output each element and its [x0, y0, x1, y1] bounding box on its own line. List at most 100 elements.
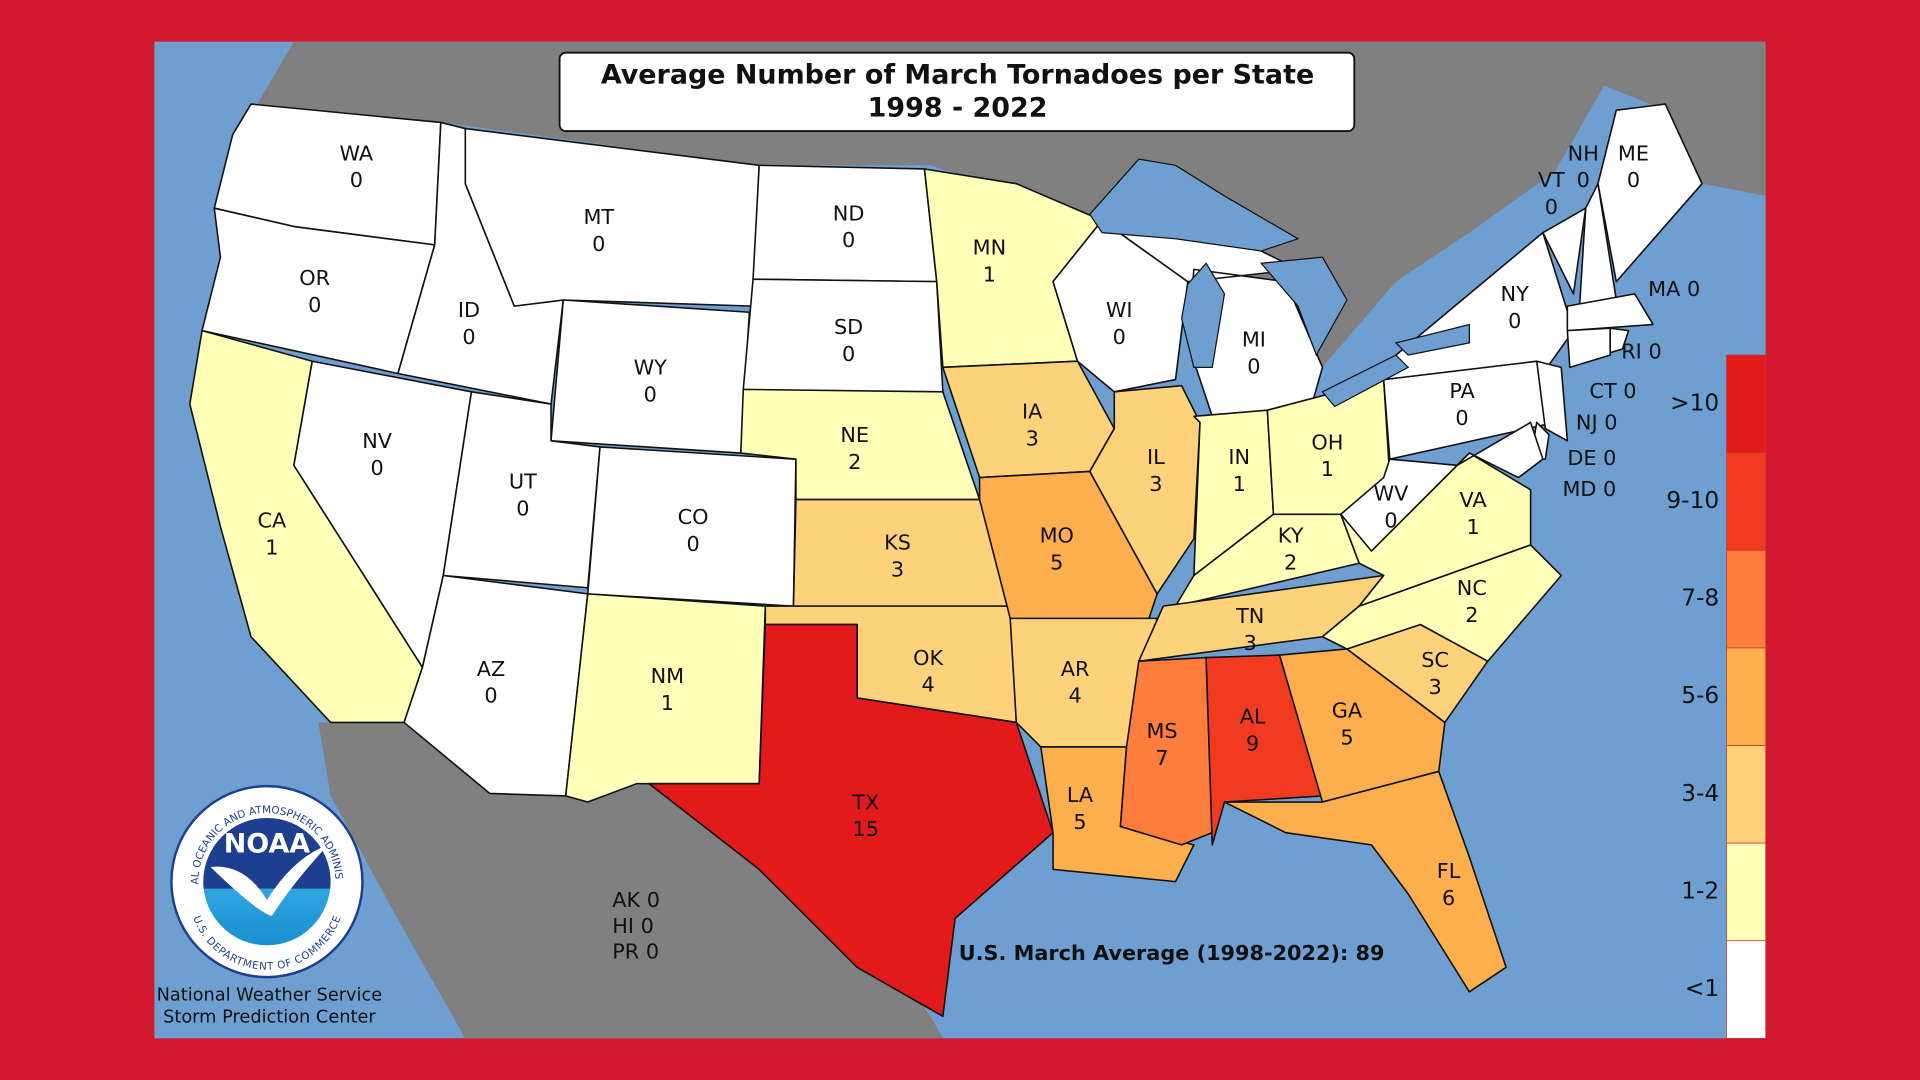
state-value: 0 — [484, 684, 497, 708]
state-value: 0 — [308, 293, 321, 317]
state-abbr: DE — [1567, 446, 1596, 470]
state-value: 1 — [661, 691, 674, 715]
state-label: RI 0 — [1621, 340, 1661, 364]
state-abbr: AR — [1061, 657, 1090, 681]
state-abbr: FL — [1437, 859, 1461, 883]
state-value: 9 — [1246, 731, 1259, 755]
state-abbr: UT — [509, 469, 537, 493]
credit-line: National Weather Service — [157, 986, 383, 1006]
mexico — [318, 722, 943, 1039]
state-abbr: NH — [1568, 141, 1599, 165]
state-abbr: MS — [1146, 719, 1177, 743]
state-value: 0 — [1623, 379, 1636, 403]
state-abbr: RI — [1621, 340, 1642, 364]
legend-swatch — [1726, 647, 1767, 746]
legend-label: 1-2 — [1681, 877, 1719, 904]
state-value: 0 — [842, 342, 855, 366]
us-average: U.S. March Average (1998-2022): 89 — [959, 941, 1385, 965]
territory-label: AK 0 — [612, 888, 660, 912]
state-value: 6 — [1442, 886, 1455, 910]
state-abbr: VA — [1459, 488, 1487, 512]
state-value: 4 — [1068, 684, 1081, 708]
territory-abbr: PR — [612, 940, 639, 964]
us-average-value: 89 — [1356, 941, 1385, 965]
territory-label: HI 0 — [612, 914, 654, 938]
state-value: 0 — [644, 383, 657, 407]
state-abbr: WA — [339, 141, 373, 165]
legend-label: 9-10 — [1666, 487, 1719, 514]
state-abbr: CO — [678, 505, 709, 529]
state-value: 5 — [1050, 550, 1063, 574]
title-box — [558, 51, 1356, 132]
lake — [1181, 262, 1226, 368]
state-value: 0 — [842, 228, 855, 252]
state-abbr: WY — [634, 356, 668, 380]
state-value: 0 — [1384, 509, 1397, 533]
legend-label: >10 — [1670, 389, 1719, 416]
state-value: 3 — [1428, 675, 1441, 699]
state-value: 1 — [265, 536, 278, 560]
state-abbr: WI — [1106, 298, 1133, 322]
state-abbr: GA — [1332, 698, 1363, 722]
state-value: 0 — [1455, 406, 1468, 430]
state — [648, 623, 1054, 1018]
state-abbr: TN — [1235, 604, 1264, 628]
legend-swatch — [1726, 549, 1767, 649]
legend-swatch — [1726, 940, 1767, 1039]
state-abbr: PA — [1449, 379, 1475, 403]
state-value: 0 — [350, 168, 363, 192]
state — [1089, 384, 1201, 595]
territory-abbr: HI — [612, 914, 634, 938]
state-value: 7 — [1155, 746, 1168, 770]
state-abbr: CA — [257, 509, 287, 533]
state — [1223, 770, 1507, 993]
state-value: 0 — [1627, 168, 1640, 192]
state-abbr: MD — [1562, 477, 1596, 501]
state-label: MD 0 — [1562, 477, 1616, 501]
state-abbr: TX — [851, 790, 879, 814]
state-abbr: IA — [1022, 400, 1043, 424]
state-abbr: ME — [1618, 141, 1649, 165]
state-abbr: OH — [1311, 430, 1343, 454]
state-value: 0 — [462, 325, 475, 349]
state-abbr: ND — [833, 201, 865, 225]
state-value: 0 — [686, 532, 699, 556]
state-abbr: NM — [651, 664, 685, 688]
state-label: DE 0 — [1567, 446, 1616, 470]
state-value: 0 — [371, 456, 384, 480]
state-value: 0 — [592, 232, 605, 256]
state-value: 1 — [1466, 515, 1479, 539]
credit-line: Storm Prediction Center — [163, 1008, 376, 1028]
legend-swatch — [1726, 745, 1767, 844]
state-abbr: NY — [1501, 282, 1530, 306]
state-value: 3 — [1026, 427, 1039, 451]
state-value: 3 — [1149, 472, 1162, 496]
state-value: 15 — [852, 817, 878, 841]
state-value: 2 — [1465, 603, 1478, 627]
territory-value: 0 — [641, 914, 654, 938]
states — [189, 103, 1703, 1018]
state-value: 0 — [1247, 354, 1260, 378]
state-value: 0 — [1508, 309, 1521, 333]
state-label: MA 0 — [1648, 277, 1700, 301]
state-value: 1 — [1321, 457, 1334, 481]
state-abbr: SC — [1421, 648, 1449, 672]
us-average-label: U.S. March Average (1998-2022): — [959, 941, 1349, 965]
legend: >10 9-10 7-8 5-6 3-4 1-2 <1 — [1666, 354, 1767, 1039]
state-abbr: AZ — [477, 657, 505, 681]
state-label: CT 0 — [1589, 379, 1636, 403]
state-abbr: WV — [1374, 482, 1410, 506]
state-value: 5 — [1073, 810, 1086, 834]
state-value: 0 — [1687, 277, 1700, 301]
state-value: 1 — [983, 263, 996, 287]
legend-swatch — [1726, 452, 1767, 551]
legend-swatch — [1726, 354, 1767, 454]
territory-abbr: AK — [612, 888, 641, 912]
state-value: 0 — [1604, 411, 1617, 435]
state-value: 0 — [1648, 340, 1661, 364]
state-value: 3 — [1244, 631, 1257, 655]
state-abbr: CT — [1589, 379, 1617, 403]
lake — [1394, 323, 1470, 356]
